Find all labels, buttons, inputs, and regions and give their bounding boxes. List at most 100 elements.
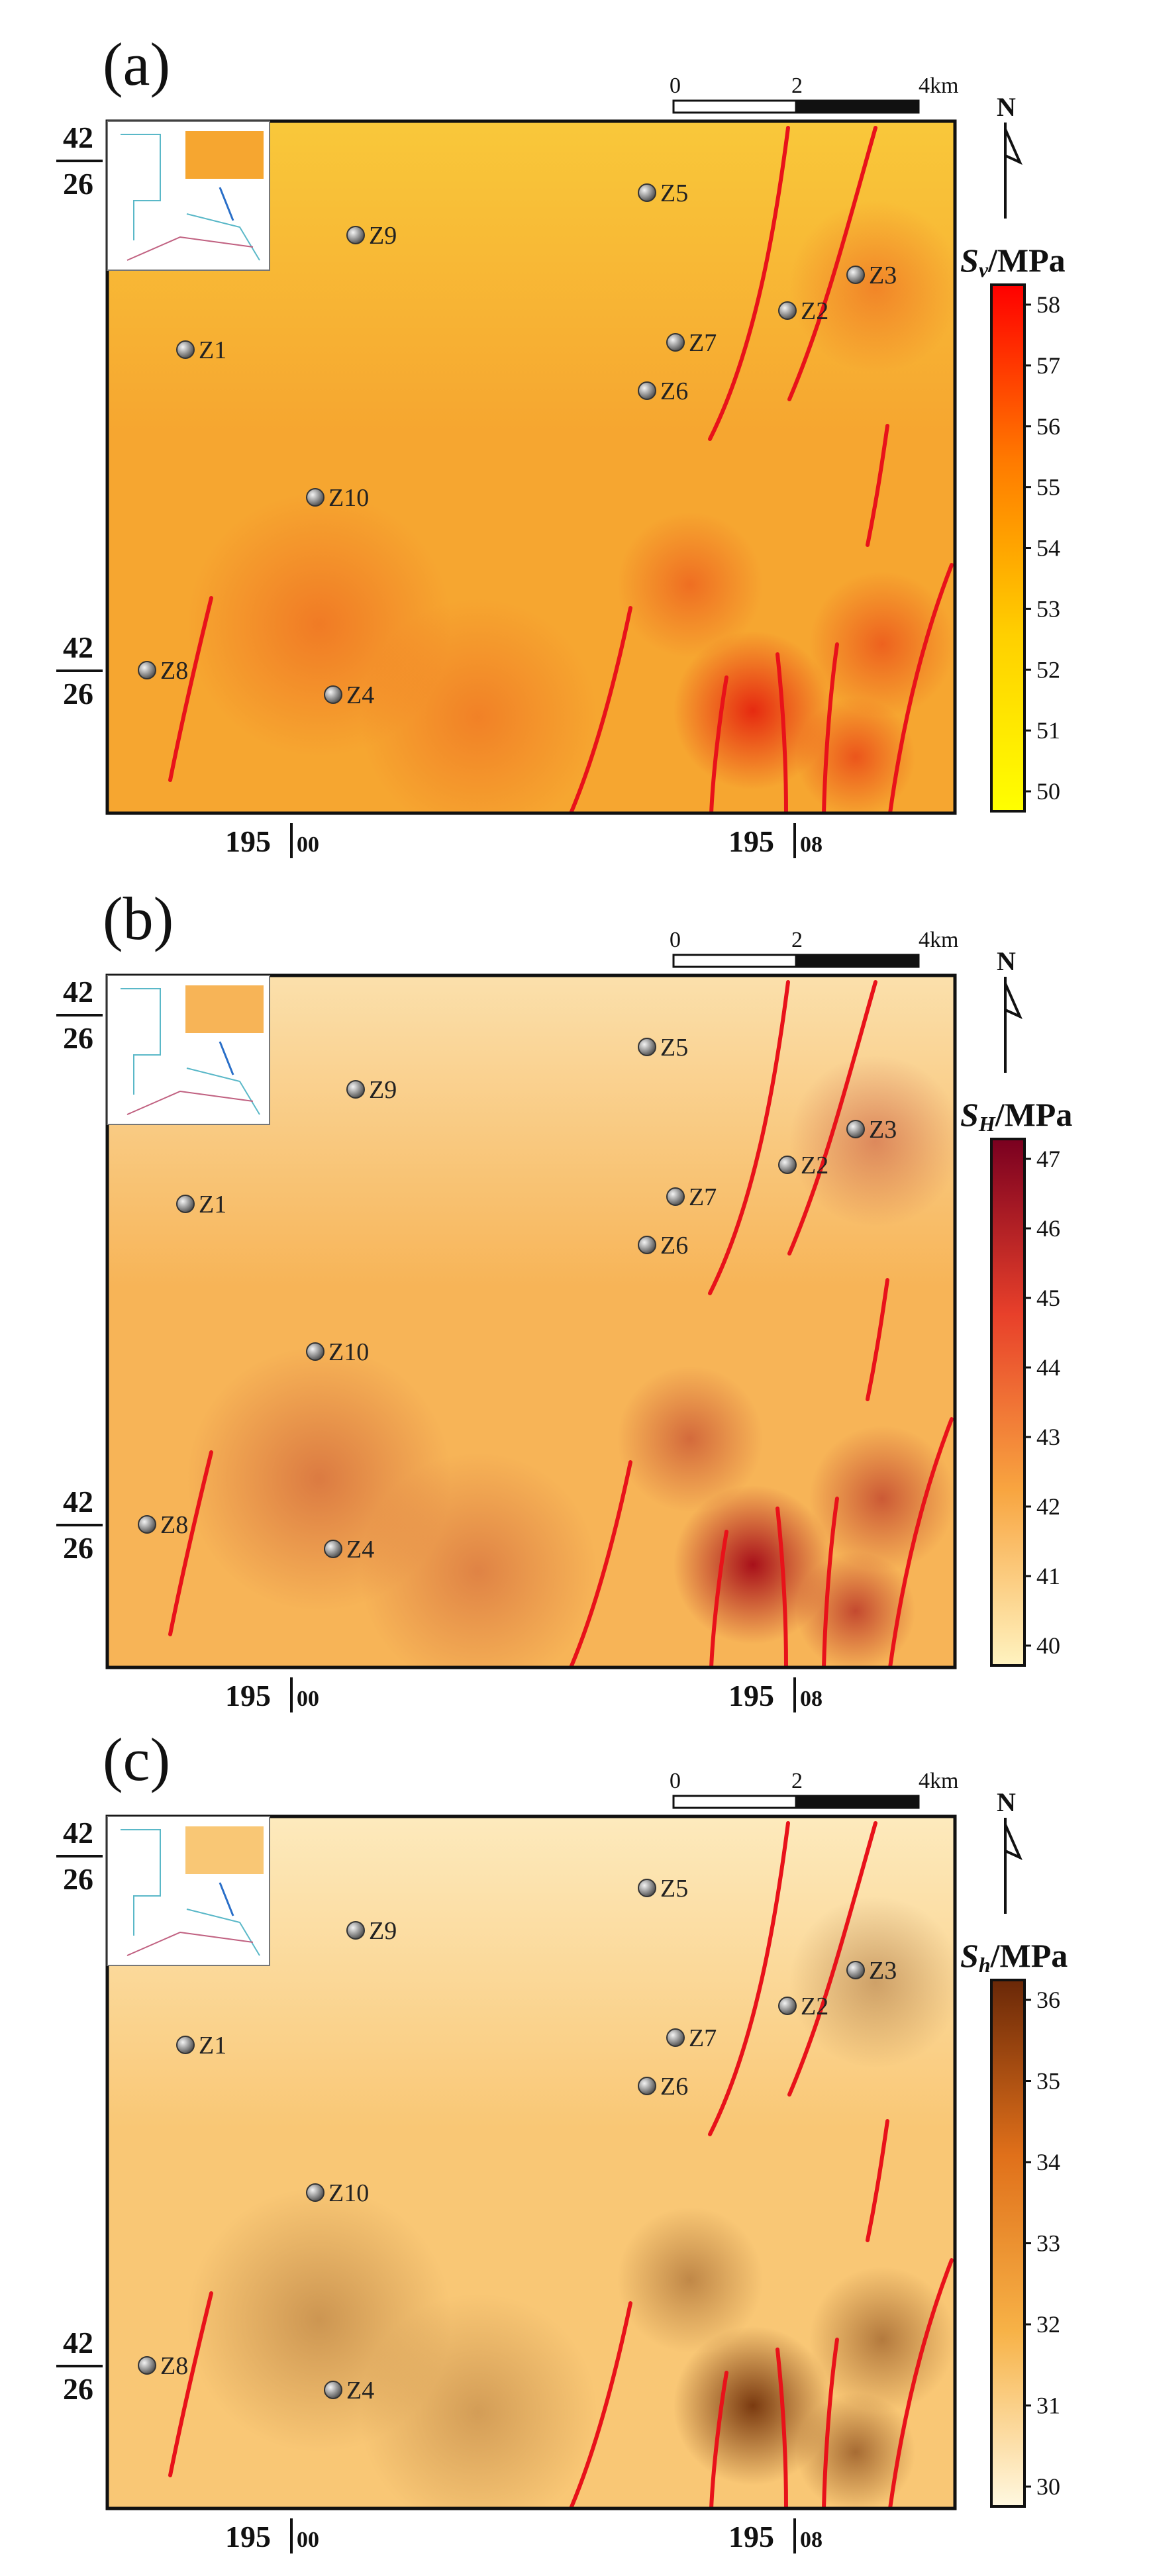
longitude-degrees: 195 — [225, 2520, 271, 2553]
location-inset-map — [107, 121, 270, 271]
stress-hotspot — [789, 201, 955, 373]
station-z4: Z4 — [324, 1536, 374, 1563]
colorbar-tick-label: 53 — [1036, 595, 1060, 622]
fault-line — [888, 2258, 954, 2508]
station-z6: Z6 — [638, 2073, 688, 2101]
colorbar-tick-label: 55 — [1036, 474, 1060, 501]
fault-line — [708, 126, 790, 441]
colorbar-title: Sh/MPa — [960, 1937, 1068, 1977]
fault-line — [775, 652, 788, 813]
station-z10: Z10 — [306, 1338, 369, 1366]
scale-bar-label: 4km — [919, 74, 958, 98]
station-marker — [346, 1080, 365, 1099]
north-arrow: N — [997, 92, 1023, 219]
location-inset-map — [107, 1816, 270, 1966]
fault-line — [569, 606, 632, 813]
colorbar-tick-label: 45 — [1036, 1285, 1060, 1311]
station-label: Z2 — [801, 297, 828, 325]
fault-line — [866, 2119, 889, 2242]
station-label: Z10 — [328, 2179, 369, 2207]
station-z9: Z9 — [346, 222, 397, 250]
fault-line — [168, 596, 213, 782]
scale-bar-label: 4km — [919, 1769, 958, 1793]
colorbar-tick-label: 47 — [1036, 1146, 1060, 1172]
panel-label: (c) — [103, 1726, 170, 1793]
station-label: Z1 — [199, 336, 226, 364]
north-label: N — [997, 92, 1016, 122]
fault-line — [775, 1507, 788, 1667]
latitude-minutes: 26 — [63, 677, 93, 711]
station-z2: Z2 — [778, 1152, 828, 1179]
stress-hotspot — [674, 631, 832, 790]
north-arrow: N — [997, 1787, 1023, 1914]
fault-line — [787, 1821, 877, 2097]
longitude-degrees: 195 — [225, 1679, 271, 1712]
latitude-degrees: 42 — [63, 121, 93, 154]
scale-bar: 0 2 4km — [670, 1769, 958, 1809]
stress-hotspot — [809, 2267, 955, 2412]
colorbar-tick-label: 44 — [1036, 1354, 1060, 1381]
station-label: Z3 — [869, 1957, 897, 1985]
longitude-minutes: 08 — [800, 2528, 823, 2552]
map-frame — [105, 973, 957, 1669]
scale-bar: 0 2 4km — [670, 928, 958, 968]
fault-line — [709, 2371, 728, 2508]
stress-hotspot — [809, 571, 955, 717]
station-marker — [666, 2028, 685, 2047]
station-label: Z6 — [660, 2073, 688, 2101]
longitude-minutes: 08 — [800, 832, 823, 857]
scale-bar: 0 2 4km — [670, 74, 958, 114]
colorbar-tick-label: 54 — [1036, 535, 1060, 562]
station-z9: Z9 — [346, 1917, 397, 1945]
station-label: Z6 — [660, 1232, 688, 1260]
colorbar-tick-label: 30 — [1036, 2473, 1060, 2500]
stress-hotspot — [359, 598, 597, 813]
station-marker — [306, 1342, 325, 1361]
station-marker — [846, 1120, 865, 1138]
colorbar: 58 57 56 55 54 53 52 51 50 Sv/MPa — [960, 242, 1066, 813]
station-z7: Z7 — [666, 329, 717, 357]
station-marker — [846, 266, 865, 284]
station-label: Z10 — [328, 1338, 369, 1366]
station-marker — [324, 685, 342, 704]
stress-hotspot — [617, 1366, 763, 1512]
station-label: Z3 — [869, 262, 897, 289]
station-marker — [638, 1236, 656, 1254]
fault-line — [168, 1450, 213, 1636]
station-marker — [346, 226, 365, 244]
station-z3: Z3 — [846, 1116, 897, 1144]
station-z10: Z10 — [306, 484, 369, 512]
station-marker — [666, 1187, 685, 1206]
longitude-tick: 195 08 — [728, 2518, 823, 2553]
station-label: Z1 — [199, 1191, 226, 1218]
latitude-minutes: 26 — [63, 1021, 93, 1055]
colorbar-tick-label: 40 — [1036, 1632, 1060, 1659]
colorbar-tick-label: 58 — [1036, 291, 1060, 318]
station-marker — [306, 2183, 325, 2202]
fault-line — [775, 2348, 788, 2508]
station-marker — [638, 2077, 656, 2095]
station-z5: Z5 — [638, 1034, 688, 1062]
stress-hotspot — [674, 2326, 832, 2485]
latitude-minutes: 26 — [63, 1531, 93, 1565]
colorbar-tick-label: 52 — [1036, 656, 1060, 683]
colorbar-title: Sv/MPa — [960, 242, 1066, 281]
map-frame — [105, 1814, 957, 2510]
stress-hotspot — [359, 2293, 597, 2508]
location-inset-map — [107, 975, 270, 1125]
station-label: Z9 — [369, 222, 397, 250]
longitude-tick: 195 08 — [728, 823, 823, 858]
fault-line — [708, 1821, 790, 2136]
colorbar-tick-label: 31 — [1036, 2393, 1060, 2419]
station-z7: Z7 — [666, 2024, 717, 2052]
fault-line — [787, 980, 877, 1256]
station-label: Z9 — [369, 1917, 397, 1945]
longitude-tick: 195 00 — [225, 823, 319, 858]
station-z5: Z5 — [638, 1875, 688, 1903]
fault-line — [888, 563, 954, 813]
station-marker — [138, 661, 156, 679]
